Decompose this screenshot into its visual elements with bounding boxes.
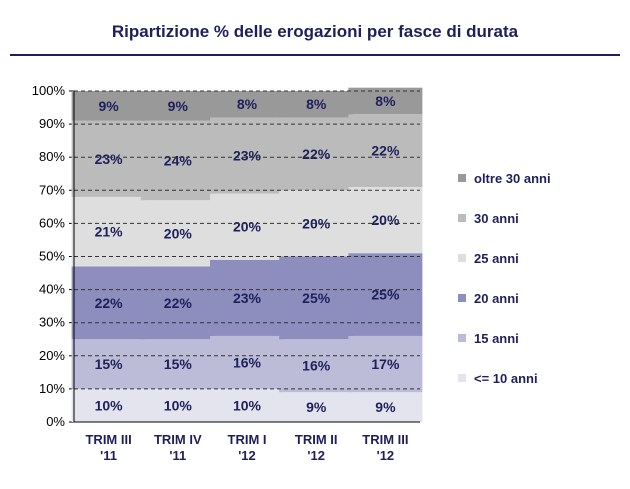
y-tick-label: 60%	[39, 215, 65, 230]
x-tick-label: '12	[307, 448, 325, 463]
data-label: 21%	[95, 224, 124, 240]
x-tick-label: '11	[169, 448, 186, 463]
x-tick-label: TRIM I	[228, 432, 267, 447]
bar-segment	[279, 392, 354, 422]
data-label: 20%	[233, 219, 262, 235]
data-label: 9%	[98, 98, 119, 114]
data-label: 16%	[233, 354, 262, 370]
data-label: 22%	[371, 143, 400, 159]
legend-swatch	[458, 214, 466, 222]
bar-segment	[348, 392, 423, 422]
data-label: 10%	[164, 397, 193, 413]
bar-segment	[279, 117, 354, 191]
data-label: 22%	[302, 146, 331, 162]
data-label: 24%	[164, 153, 193, 169]
bar-segment	[279, 91, 354, 118]
data-label: 20%	[164, 225, 193, 241]
y-tick-label: 70%	[39, 182, 65, 197]
legend-swatch	[458, 294, 466, 302]
x-tick-label: TRIM III	[85, 432, 131, 447]
x-tick-label: TRIM III	[362, 432, 408, 447]
data-label: 25%	[302, 290, 331, 306]
x-tick-label: '11	[100, 448, 117, 463]
bar-segment	[210, 193, 284, 260]
legend-label: 25 anni	[474, 251, 519, 266]
data-label: 23%	[95, 151, 124, 167]
bar-segment	[348, 87, 423, 115]
x-tick-label: TRIM IV	[154, 432, 202, 447]
y-tick-label: 80%	[39, 149, 65, 164]
data-label: 20%	[371, 212, 400, 228]
data-label: 17%	[371, 356, 400, 372]
legend-label: oltre 30 anni	[474, 171, 551, 186]
legend-swatch	[458, 334, 466, 342]
bar-segment	[210, 388, 284, 422]
bar-segment	[279, 339, 354, 393]
bar-segment	[140, 120, 215, 201]
x-tick-label: '12	[238, 448, 256, 463]
legend-label: 30 anni	[474, 211, 519, 226]
data-label: 15%	[95, 356, 124, 372]
chart-title: Ripartizione % delle erogazioni per fasc…	[111, 22, 519, 41]
data-label: 23%	[233, 148, 262, 164]
data-label: 10%	[95, 397, 124, 413]
bar-segment	[71, 120, 146, 197]
bar-segment	[71, 339, 146, 389]
bar-segment	[140, 266, 215, 340]
data-label: 10%	[233, 397, 262, 413]
bar-segment	[348, 335, 423, 393]
y-tick-label: 50%	[39, 249, 65, 264]
bar-segment	[140, 200, 215, 267]
legend-swatch	[458, 174, 466, 182]
title-divider	[10, 54, 620, 56]
y-tick-label: 10%	[39, 381, 65, 396]
bar-segment	[348, 253, 423, 336]
data-label: 22%	[164, 295, 193, 311]
bar-segment	[210, 259, 284, 336]
bar-segment	[210, 91, 284, 118]
legend-swatch	[458, 374, 466, 382]
bar-segment	[279, 256, 354, 340]
data-label: 9%	[375, 399, 396, 415]
y-tick-label: 20%	[39, 348, 65, 363]
data-label: 16%	[302, 358, 331, 374]
bar-segment	[210, 335, 284, 389]
data-label: 9%	[168, 98, 189, 114]
x-tick-label: TRIM II	[295, 432, 338, 447]
data-label: 20%	[302, 215, 331, 231]
legend-label: <= 10 anni	[474, 371, 538, 386]
y-tick-label: 0%	[46, 414, 65, 429]
legend-label: 15 anni	[474, 331, 519, 346]
legend-swatch	[458, 254, 466, 262]
data-label: 8%	[306, 96, 327, 112]
data-label: 25%	[371, 287, 400, 303]
bar-segment	[71, 196, 146, 267]
y-tick-label: 90%	[39, 116, 65, 131]
data-label: 23%	[233, 290, 262, 306]
legend-label: 20 anni	[474, 291, 519, 306]
y-tick-label: 100%	[32, 83, 66, 98]
x-tick-label: '12	[377, 448, 395, 463]
data-label: 8%	[375, 93, 396, 109]
data-label: 15%	[164, 356, 193, 372]
data-label: 9%	[306, 399, 327, 415]
bar-segment	[210, 117, 284, 194]
data-label: 8%	[237, 96, 258, 112]
bar-segment	[348, 186, 423, 254]
bar-segment	[140, 91, 215, 121]
bar-segment	[71, 266, 146, 340]
bar-segment	[140, 388, 215, 422]
bar-segment	[140, 339, 215, 389]
bar-segment	[348, 114, 423, 187]
bar-segment	[71, 91, 146, 121]
y-tick-label: 30%	[39, 315, 65, 330]
data-label: 22%	[95, 295, 124, 311]
y-tick-label: 40%	[39, 282, 65, 297]
bar-segment	[71, 388, 146, 422]
